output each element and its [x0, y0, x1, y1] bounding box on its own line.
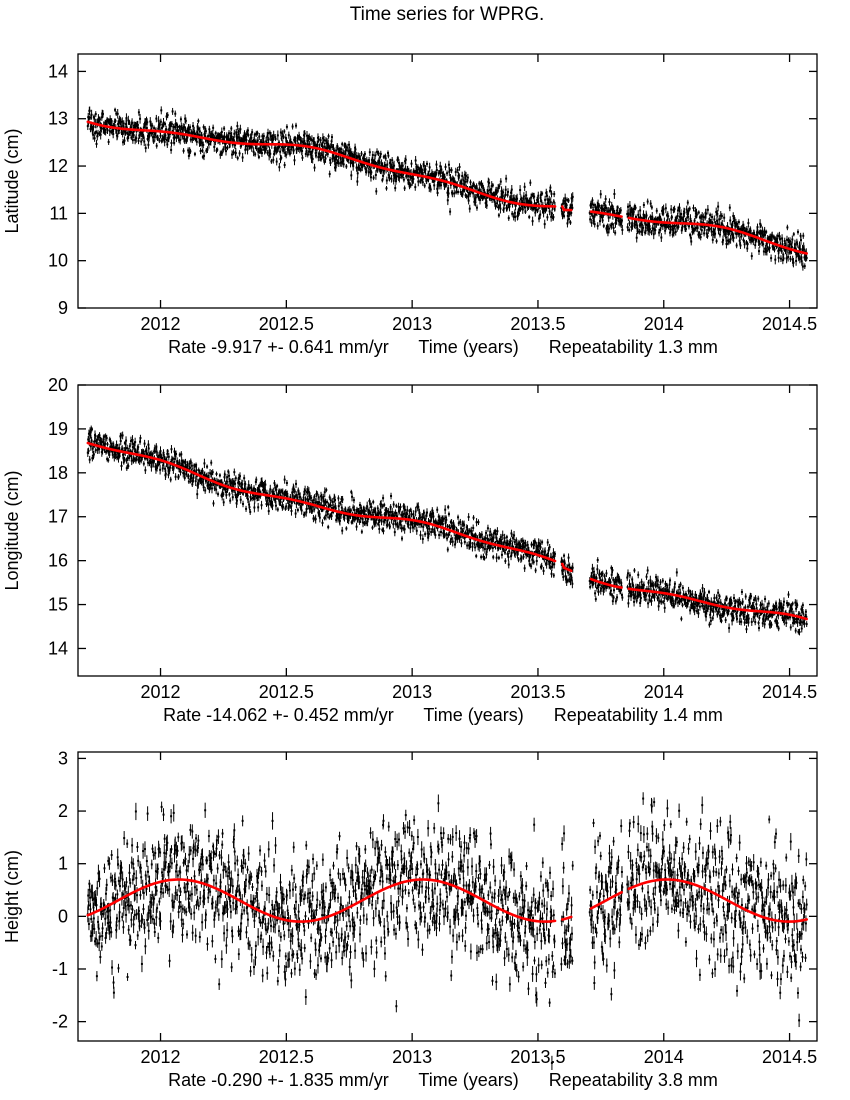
svg-text:9: 9: [58, 298, 68, 318]
svg-text:12: 12: [48, 156, 68, 176]
svg-text:2012.5: 2012.5: [259, 314, 314, 334]
svg-text:2014: 2014: [644, 682, 684, 702]
svg-text:2013: 2013: [392, 682, 432, 702]
svg-text:13: 13: [48, 109, 68, 129]
svg-text:19: 19: [48, 419, 68, 439]
svg-text:Latitude (cm): Latitude (cm): [2, 128, 22, 233]
svg-text:Rate -9.917 +- 0.641 mm/yr: Rate -9.917 +- 0.641 mm/yr Time (years) …: [168, 337, 718, 357]
svg-text:17: 17: [48, 507, 68, 527]
svg-text:18: 18: [48, 463, 68, 483]
svg-text:11: 11: [49, 203, 68, 223]
svg-text:2013: 2013: [392, 314, 432, 334]
svg-text:14: 14: [48, 638, 68, 658]
svg-text:2014: 2014: [644, 314, 684, 334]
svg-text:20: 20: [48, 375, 68, 395]
svg-text:2014.5: 2014.5: [762, 682, 817, 702]
svg-text:2012: 2012: [141, 682, 181, 702]
svg-text:2013.5: 2013.5: [510, 682, 565, 702]
svg-text:2013.5: 2013.5: [510, 314, 565, 334]
svg-text:Time series for WPRG.: Time series for WPRG.: [350, 4, 545, 25]
svg-text:Longitude (cm): Longitude (cm): [2, 470, 22, 590]
svg-text:16: 16: [48, 551, 68, 571]
svg-text:2012.5: 2012.5: [259, 682, 314, 702]
svg-text:15: 15: [48, 595, 68, 615]
svg-text:14: 14: [48, 61, 68, 81]
svg-text:2014.5: 2014.5: [762, 314, 817, 334]
svg-text:2012: 2012: [141, 314, 181, 334]
svg-text:10: 10: [48, 251, 68, 271]
